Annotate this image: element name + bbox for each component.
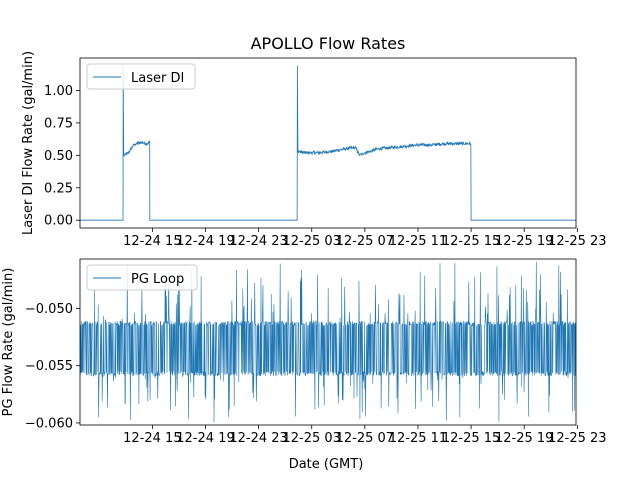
laser-di-axes-frame (79, 57, 577, 229)
pg-loop-axes-frame (79, 258, 577, 426)
pg-loop-y-tick-label: −0.055 (25, 359, 73, 374)
pg-loop-x-tick-label: 12-25 03 (283, 431, 341, 446)
pg-loop-line (80, 261, 576, 423)
pg-loop-legend-label: PG Loop (131, 272, 184, 287)
pg-loop-y-axis: −0.050 −0.055 −0.060 (25, 302, 80, 431)
pg-loop-x-label: Date (GMT) (289, 457, 364, 472)
laser-di-y-label: Laser DI Flow Rate (gal/min) (21, 51, 36, 235)
laser-di-legend-box (86, 63, 196, 90)
laser-di-x-tick-label: 12-25 03 (283, 234, 341, 249)
laser-di-y-tick-label: 0.25 (44, 181, 73, 196)
laser-di-legend-label: Laser DI (131, 71, 184, 86)
laser-di-x-tick-label: 12-25 23 (548, 234, 606, 249)
laser-di-x-tick-label: 12-25 07 (336, 234, 394, 249)
pg-loop-series (80, 261, 576, 423)
pg-loop-x-tick-label: 12-25 07 (336, 431, 394, 446)
pg-loop-x-tick-label: 12-25 15 (442, 431, 500, 446)
laser-di-y-axis: 0.00 0.25 0.50 0.75 1.00 (44, 84, 80, 229)
laser-di-x-tick-label: 12-24 19 (176, 234, 234, 249)
pg-loop-y-tick-label: −0.060 (25, 416, 73, 431)
pg-loop-legend: PG Loop (86, 264, 198, 291)
pg-loop-x-tick-label: 12-25 11 (389, 431, 447, 446)
chart-title: APOLLO Flow Rates (251, 34, 406, 53)
laser-di-y-tick-label: 0.75 (44, 116, 73, 131)
laser-di-x-tick-label: 12-24 15 (123, 234, 181, 249)
laser-di-legend: Laser DI (86, 63, 196, 90)
pg-loop-x-tick-label: 12-24 23 (229, 431, 287, 446)
laser-di-x-tick-label: 12-25 19 (495, 234, 553, 249)
pg-loop-x-tick-label: 12-25 19 (495, 431, 553, 446)
pg-loop-y-label: PG Flow Rate (gal/min) (1, 268, 16, 417)
laser-di-y-tick-label: 1.00 (44, 84, 73, 99)
pg-loop-x-tick-label: 12-24 19 (176, 431, 234, 446)
pg-loop-legend-box (86, 264, 198, 291)
laser-di-y-tick-label: 0.00 (44, 214, 73, 229)
pg-loop-x-tick-label: 12-25 23 (548, 431, 606, 446)
pg-loop-y-tick-label: −0.050 (25, 302, 73, 317)
pg-loop-x-tick-label: 12-24 15 (123, 431, 181, 446)
laser-di-x-tick-label: 12-24 23 (229, 234, 287, 249)
laser-di-y-tick-label: 0.50 (44, 149, 73, 164)
laser-di-line (80, 65, 576, 221)
laser-di-series (80, 65, 576, 221)
laser-di-x-tick-label: 12-25 15 (442, 234, 500, 249)
laser-di-x-tick-label: 12-25 11 (389, 234, 447, 249)
